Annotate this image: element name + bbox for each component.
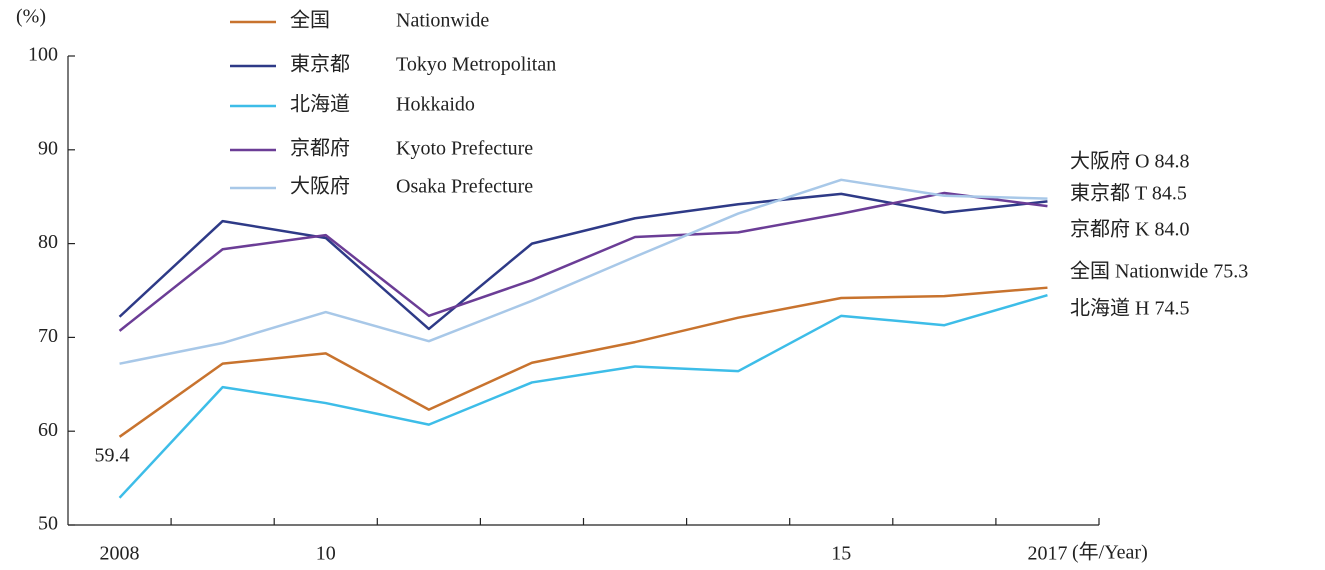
legend-label-en: Hokkaido xyxy=(396,94,475,116)
legend-label-en: Nationwide xyxy=(396,10,489,32)
legend-label: 東京都 xyxy=(290,53,350,76)
series-line xyxy=(118,286,1048,438)
x-tick-label: 10 xyxy=(316,543,336,565)
series-line xyxy=(118,293,1048,499)
legend-label-en: Kyoto Prefecture xyxy=(396,138,533,160)
y-tick-label: 100 xyxy=(28,44,58,66)
x-tick-label: 2017 xyxy=(1027,543,1067,565)
y-tick-label: 50 xyxy=(38,513,58,535)
y-tick-label: 60 xyxy=(38,419,58,441)
end-label: 北海道 H 74.5 xyxy=(1070,297,1189,320)
x-tick-label: 2008 xyxy=(100,543,140,565)
end-label: 京都府 K 84.0 xyxy=(1070,218,1189,241)
x-axis-label: (年/Year) xyxy=(1072,541,1148,564)
x-tick-label: 15 xyxy=(831,543,851,565)
legend-label-en: Tokyo Metropolitan xyxy=(396,54,556,76)
series-line xyxy=(118,192,1048,331)
y-axis-label: (%) xyxy=(16,6,46,28)
legend-label: 京都府 xyxy=(290,137,350,160)
y-tick-label: 70 xyxy=(38,325,58,347)
end-label: 東京都 T 84.5 xyxy=(1070,182,1187,205)
legend-label: 全国 xyxy=(290,9,330,32)
legend-label: 北海道 xyxy=(290,93,350,116)
series-line xyxy=(118,191,1048,332)
series-line xyxy=(119,178,1048,365)
y-tick-label: 90 xyxy=(38,137,58,159)
start-label: 59.4 xyxy=(95,444,130,466)
end-label: 大阪府 O 84.8 xyxy=(1070,150,1189,173)
legend-label: 大阪府 xyxy=(290,175,350,198)
y-tick-label: 80 xyxy=(38,231,58,253)
legend-label-en: Osaka Prefecture xyxy=(396,176,533,198)
end-label: 全国 Nationwide 75.3 xyxy=(1070,260,1248,283)
